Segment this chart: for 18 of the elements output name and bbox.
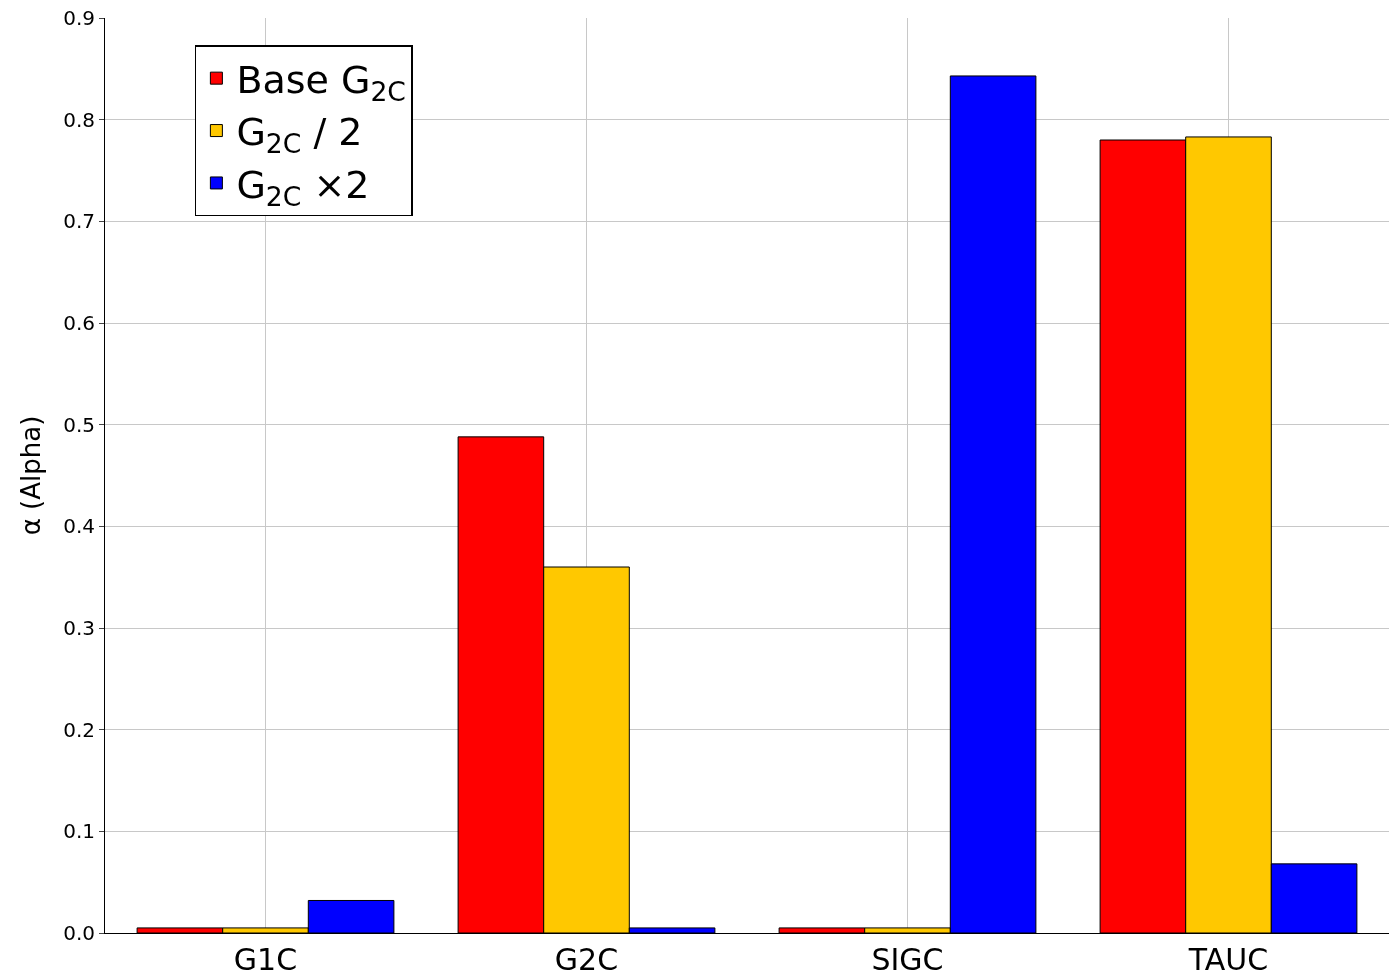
- y-axis-title: α (Alpha): [15, 415, 46, 536]
- legend-label: G$_{2C}$ ×2: [236, 162, 370, 212]
- y-tick-label: 0.2: [63, 717, 95, 742]
- y-tick-label: 0.9: [63, 6, 95, 30]
- y-tick-label: 0.3: [63, 616, 95, 640]
- y-tick-label: 0.4: [63, 514, 95, 539]
- x-tick-label: G2C: [554, 942, 619, 977]
- y-tick-label: 0.7: [63, 209, 95, 234]
- y-tick-label: 0.6: [63, 311, 95, 335]
- x-tick-label: G1C: [233, 942, 298, 977]
- y-tick-label: 0.0: [63, 921, 95, 945]
- x-tick-label: SIGC: [871, 942, 944, 977]
- y-tick-label: 0.8: [63, 107, 95, 132]
- legend-label: G$_{2C}$ / 2: [236, 110, 363, 160]
- y-tick-label: 0.1: [63, 819, 95, 844]
- x-tick-label: TAUC: [1187, 942, 1269, 977]
- y-tick-label: 0.5: [63, 412, 95, 437]
- legend-label: Base G$_{2C}$: [236, 57, 406, 107]
